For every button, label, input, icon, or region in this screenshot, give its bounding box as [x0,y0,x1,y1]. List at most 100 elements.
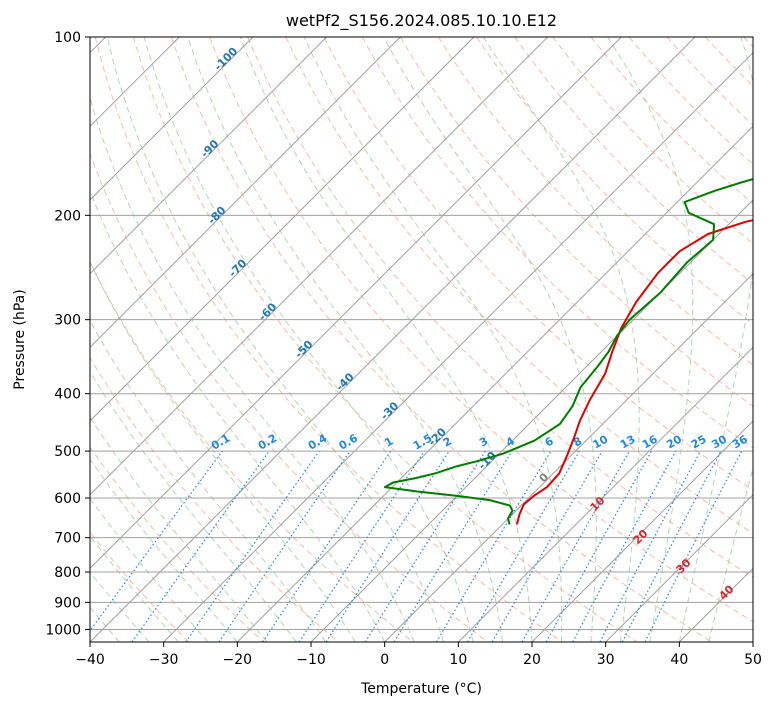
x-tick-label: −10 [296,652,326,668]
moist-adiabat [678,37,753,642]
dewpoint-profile-line [383,178,753,525]
x-tick-label: −20 [223,652,253,668]
y-tick-label: 400 [54,387,81,403]
isotherm-label: -100 [212,44,241,73]
dry-adiabat [247,37,753,578]
isotherm-line [90,37,622,570]
x-tick-label: 0 [380,652,389,668]
mixing-ratio-label: 6 [543,434,556,449]
x-tick-label: −40 [75,652,105,668]
isotherm-line [90,37,328,275]
mixing-ratio-label: 16 [640,432,660,451]
isotherm-line [531,420,753,642]
x-axis-title: Temperature (°C) [360,681,482,697]
isotherm-label: -40 [333,370,356,393]
chart-title: wetPf2_S156.2024.085.10.10.E12 [286,11,557,31]
moist-adiabat [143,37,474,642]
axes: −40 −30 −20 −10 0 10 20 30 40 5010020030040050060… [45,30,762,668]
isotherm-label: -50 [292,338,315,361]
isotherm-line [90,37,401,349]
mixing-ratio-line [262,450,392,642]
dry-adiabat [90,446,264,642]
plot-frame [89,36,754,643]
dry-adiabat [285,37,753,535]
y-tick-label: 800 [54,565,81,581]
dry-adiabat [590,37,753,205]
mixing-ratio-label: 36 [730,432,750,451]
reference-grid: 0.1 0.2 0.4 0.6 1 1.5 2 3 4 6 8 10 13 16 20 25 30 36-100-… [90,37,753,642]
moist-adiabat [90,260,356,642]
isotherm-line [605,493,753,642]
x-tick-label: 30 [597,652,615,668]
mixing-ratio-label: 0.4 [306,431,330,452]
mixing-ratio-line [90,450,223,632]
mixing-ratio-line [185,450,320,642]
temperature-profile-line [515,219,753,525]
dry-adiabat [743,37,753,48]
y-axis-title: Pressure (hPa) [12,289,28,389]
moist-adiabat [90,189,386,642]
dry-adiabat [704,37,753,87]
dry-adiabat [90,356,339,642]
mixing-ratio-line [393,450,513,642]
isotherm-line [90,37,254,201]
mixing-ratio-line [599,450,702,642]
mixing-ratio-label: 10 [591,432,611,451]
isotherm-line [678,567,753,642]
mixing-ratio-line [298,450,425,642]
isotherm-line [236,125,753,642]
dry-adiabat [209,37,753,623]
mixing-ratio-line [131,450,270,642]
mixing-ratio-label: 30 [709,432,729,451]
dry-adiabat [94,37,563,642]
isotherm-line [457,346,753,642]
isotherm-label: -80 [205,204,228,227]
mixing-ratio-line [545,450,653,642]
moist-adiabat [90,458,238,642]
x-tick-label: 10 [449,652,467,668]
moist-adiabat [239,37,533,642]
moist-adiabat [187,37,503,642]
moist-adiabat [90,319,327,642]
isotherm-line [90,37,549,496]
dry-adiabat [552,37,753,245]
x-tick-label: 50 [744,652,762,668]
y-tick-label: 600 [54,491,81,507]
isotherm-line [752,641,753,642]
y-tick-label: 700 [54,531,81,547]
dry-adiabat [399,37,753,407]
isotherm-line [384,272,753,642]
y-tick-label: 100 [54,30,81,46]
y-tick-label: 200 [54,208,81,224]
moist-adiabat [90,497,209,642]
mixing-ratio-line [572,450,677,642]
mixing-ratio-line [521,450,631,642]
moist-adiabat [106,37,445,642]
isotherm-line [90,37,475,422]
mixing-ratio-line [644,450,743,642]
dry-adiabat [323,37,753,491]
x-tick-label: 20 [523,652,541,668]
isotherm-label: -30 [378,399,401,422]
dry-adiabat [90,260,414,642]
dry-adiabat [90,531,190,642]
mixing-ratio-label: 13 [618,433,638,452]
x-tick-label: 40 [670,652,688,668]
moist-adiabat [303,37,563,642]
isotherm-label: -90 [198,137,221,160]
dry-adiabat [437,37,753,366]
moist-adiabat [383,37,597,642]
dry-adiabat [132,37,638,642]
y-tick-label: 500 [54,444,81,460]
moist-adiabat [90,370,297,642]
mixing-ratio-line [218,450,351,642]
moist-adiabat-label: 10 [588,494,608,514]
sounding-series [383,178,753,525]
y-tick-label: 1000 [45,622,81,638]
dry-adiabat [171,37,712,642]
mixing-ratio-label: 25 [689,433,709,452]
moist-adiabat [708,466,753,642]
moist-adiabat [90,416,268,642]
moist-adiabat [607,37,694,642]
